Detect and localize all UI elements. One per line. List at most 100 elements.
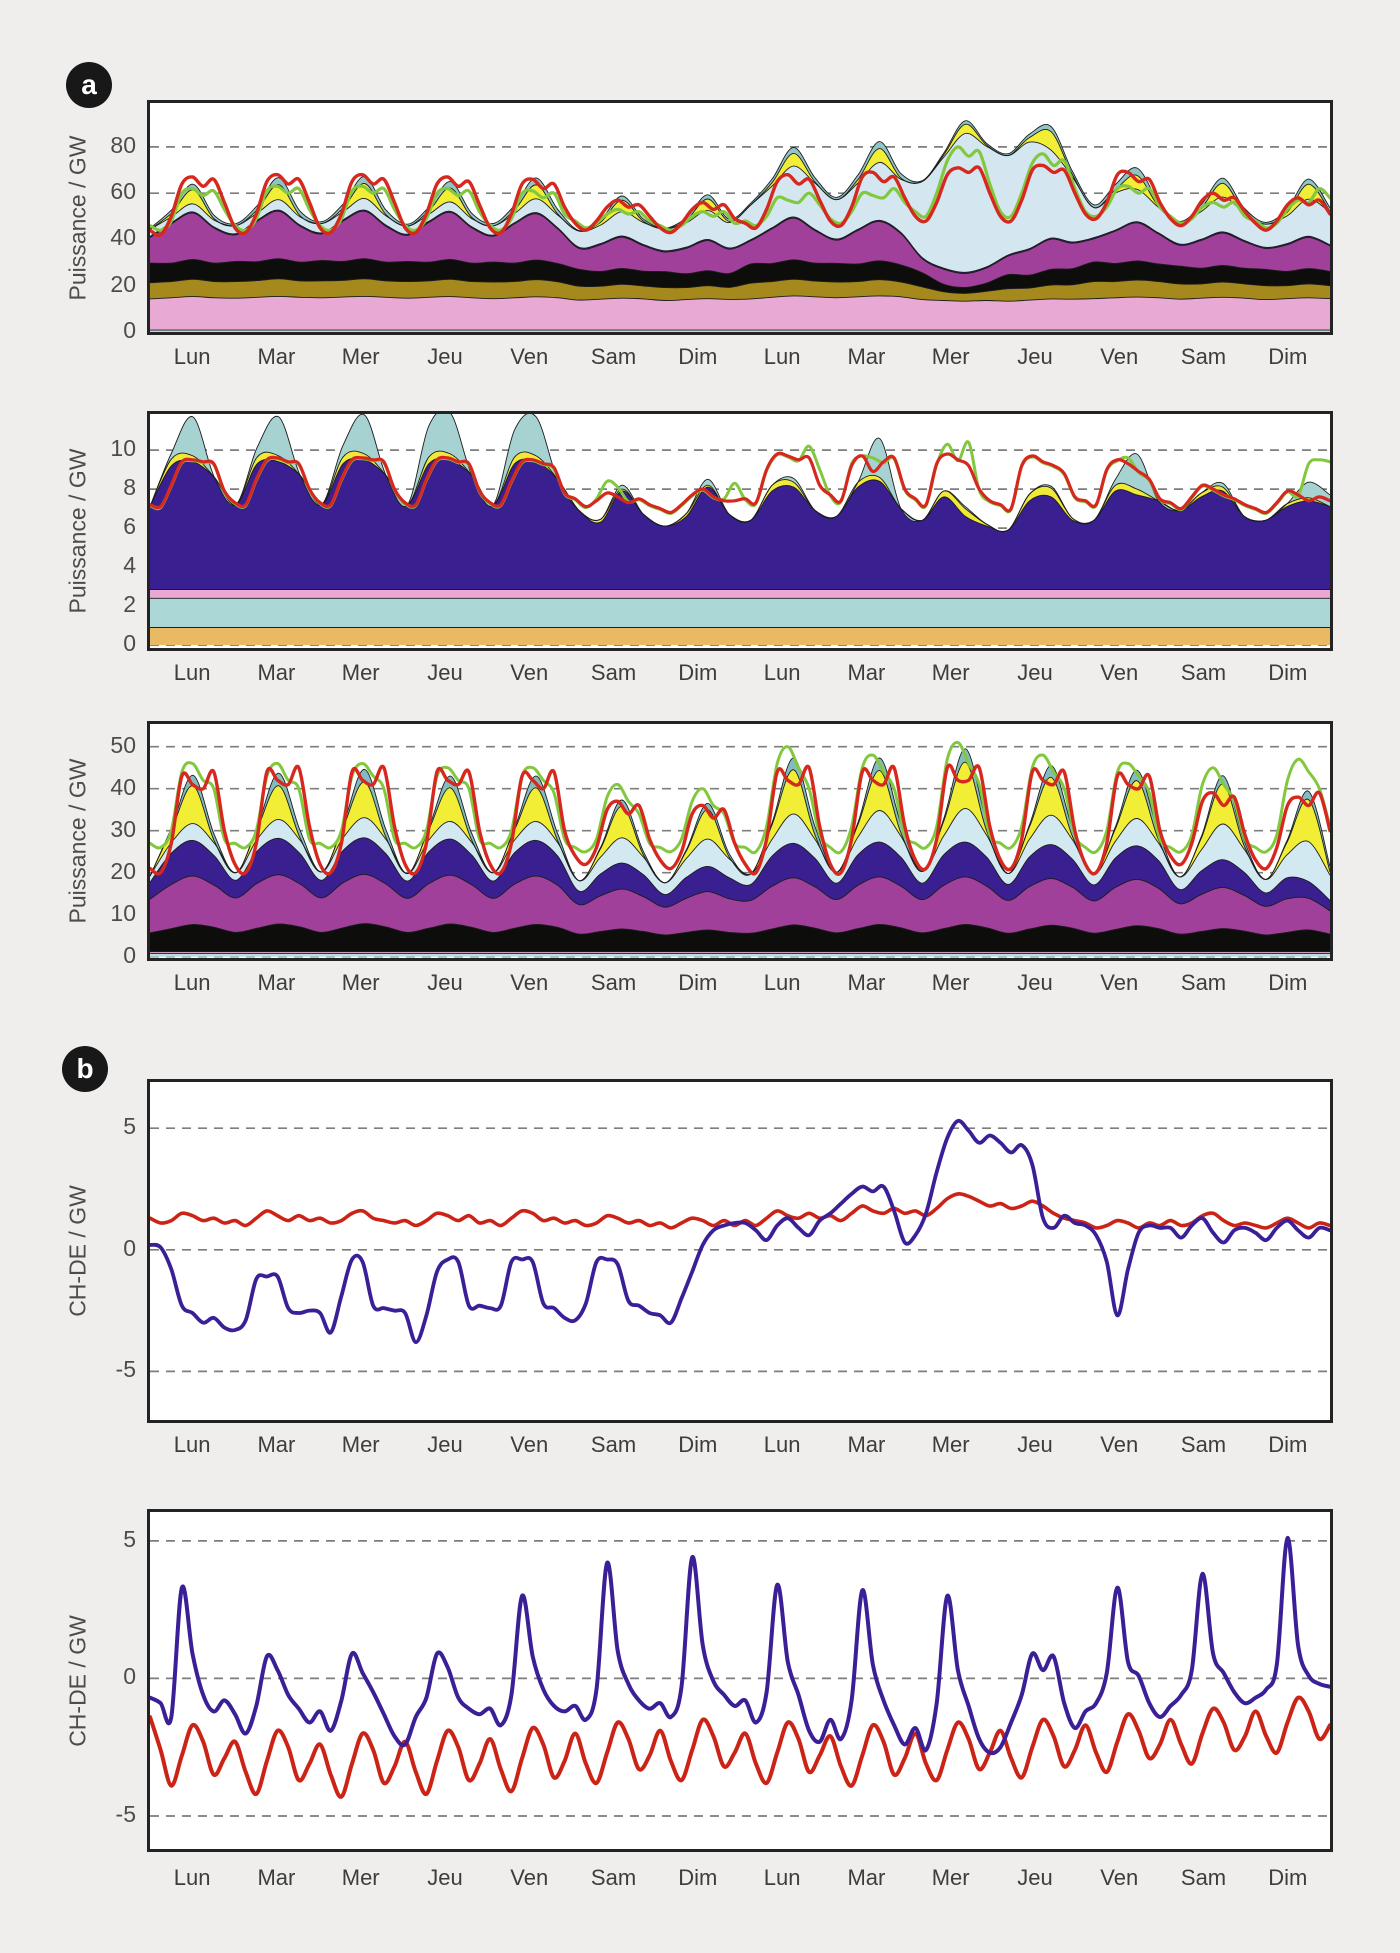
x-tick-label: Sam <box>1180 660 1227 685</box>
area-outline <box>150 295 1330 302</box>
area-indigo <box>150 458 1330 590</box>
area-outline <box>150 457 1330 532</box>
panel-b-badge: b <box>62 1046 108 1092</box>
line-red <box>150 1695 1330 1799</box>
area-outline <box>150 873 1330 912</box>
line-red <box>150 451 1330 515</box>
y-tick-label: 10 <box>110 899 136 926</box>
y-tick-label: 0 <box>123 630 136 657</box>
area-black <box>150 923 1330 952</box>
x-tick-label: Lun <box>763 1865 801 1890</box>
x-tick-label: Ven <box>510 1865 549 1890</box>
y-tick-label: 4 <box>123 552 136 579</box>
x-tick-label: Ven <box>510 1432 549 1457</box>
y-tick-label: 0 <box>123 1234 136 1261</box>
x-tick-label: Dim <box>1268 660 1308 685</box>
y-tick-label: 60 <box>110 178 136 205</box>
x-tick-label: Sam <box>590 970 637 995</box>
x-tick-label: Sam <box>590 344 637 369</box>
x-tick-label: Mar <box>847 970 886 995</box>
x-tick-label: Mar <box>257 1432 296 1457</box>
x-tick-label: Mer <box>931 1865 970 1890</box>
x-axis-labels: Lun Mar Mer Jeu Ven Sam Dim Lun Mar Mer Jeu Ven Sam D… <box>150 660 1330 686</box>
y-tick-label: 5 <box>123 1525 136 1552</box>
x-tick-label: Mar <box>847 1865 886 1890</box>
x-tick-label: Lun <box>763 344 801 369</box>
x-tick-label: Jeu <box>1017 1865 1053 1890</box>
chart-canvas <box>150 414 1330 646</box>
y-tick-label: 6 <box>123 513 136 540</box>
chart-canvas <box>150 740 1330 958</box>
area-indigo <box>150 837 1330 911</box>
y-tick-label: 10 <box>110 435 136 462</box>
x-tick-label: Jeu <box>427 970 463 995</box>
panel-a-badge: a <box>66 62 112 108</box>
x-tick-label: Mar <box>257 660 296 685</box>
x-tick-label: Mer <box>341 1865 380 1890</box>
area-pink <box>150 295 1330 331</box>
x-tick-label: Jeu <box>1017 660 1053 685</box>
x-tick-label: Dim <box>678 344 718 369</box>
y-tick-label: 0 <box>123 941 136 968</box>
x-tick-label: Lun <box>173 660 211 685</box>
plot-area <box>147 1509 1333 1852</box>
x-tick-label: Dim <box>1268 344 1308 369</box>
line-purple <box>150 1536 1330 1756</box>
x-tick-label: Jeu <box>1017 970 1053 995</box>
x-tick-label: Jeu <box>427 660 463 685</box>
x-tick-label: Sam <box>1180 344 1227 369</box>
x-tick-label: Jeu <box>1017 1432 1053 1457</box>
chart-exchange-1: CH-DE / GW Lun Mar Mer Jeu Ven Sam Dim Lun Mar Me… <box>0 1079 1400 1504</box>
x-tick-label: Dim <box>1268 1865 1308 1890</box>
x-tick-label: Sam <box>590 660 637 685</box>
area-outline <box>150 837 1330 901</box>
x-tick-label: Ven <box>510 660 549 685</box>
area-pink-strip <box>150 589 1330 599</box>
x-tick-label: Lun <box>763 1432 801 1457</box>
x-tick-label: Ven <box>510 970 549 995</box>
x-tick-label: Dim <box>678 970 718 995</box>
x-tick-label: Sam <box>1180 1432 1227 1457</box>
chart-canvas <box>150 120 1330 332</box>
x-axis-labels: Lun Mar Mer Jeu Ven Sam Dim Lun Mar Mer Jeu Ven Sam D… <box>150 970 1330 996</box>
x-tick-label: Ven <box>1100 1432 1139 1457</box>
area-magenta <box>150 874 1330 935</box>
area-teal-peaks <box>150 414 1330 532</box>
x-tick-label: Lun <box>173 1432 211 1457</box>
plot-area <box>147 721 1333 961</box>
area-outline <box>150 923 1330 936</box>
chart-exchange-2: CH-DE / GW Lun Mar Mer Jeu Ven Sam Dim Lun Mar Me… <box>0 1509 1400 1949</box>
x-tick-label: Sam <box>590 1432 637 1457</box>
area-magenta <box>150 211 1330 288</box>
x-tick-label: Mer <box>341 344 380 369</box>
x-tick-label: Lun <box>763 660 801 685</box>
x-tick-label: Mar <box>847 660 886 685</box>
area-outline <box>150 210 1330 274</box>
x-tick-label: Mer <box>931 344 970 369</box>
x-tick-label: Mer <box>931 660 970 685</box>
x-tick-label: Mer <box>341 660 380 685</box>
x-tick-label: Jeu <box>427 1865 463 1890</box>
y-tick-label: 50 <box>110 731 136 758</box>
x-tick-label: Dim <box>678 1432 718 1457</box>
x-tick-label: Lun <box>763 970 801 995</box>
x-tick-label: Ven <box>1100 970 1139 995</box>
x-tick-label: Mer <box>341 970 380 995</box>
area-orange <box>150 627 1330 646</box>
x-tick-label: Mer <box>341 1432 380 1457</box>
y-tick-label: -5 <box>115 1356 136 1383</box>
y-tick-label: 2 <box>123 591 136 618</box>
x-axis-labels: Lun Mar Mer Jeu Ven Sam Dim Lun Mar Mer Jeu Ven Sam D… <box>150 344 1330 370</box>
plot-area <box>147 411 1333 651</box>
area-outline <box>150 414 1330 533</box>
x-tick-label: Sam <box>1180 970 1227 995</box>
x-tick-label: Jeu <box>427 1432 463 1457</box>
x-tick-label: Mer <box>931 970 970 995</box>
area-outline <box>150 258 1330 288</box>
area-outline <box>150 209 1330 273</box>
x-tick-label: Dim <box>1268 1432 1308 1457</box>
y-tick-label: 5 <box>123 1113 136 1140</box>
x-tick-label: Mar <box>847 344 886 369</box>
chart-production-mix-3: Puissance / GW Lun Mar Mer Jeu Ven Sam Dim Lun M… <box>0 721 1400 1026</box>
y-tick-label: 0 <box>123 1663 136 1690</box>
